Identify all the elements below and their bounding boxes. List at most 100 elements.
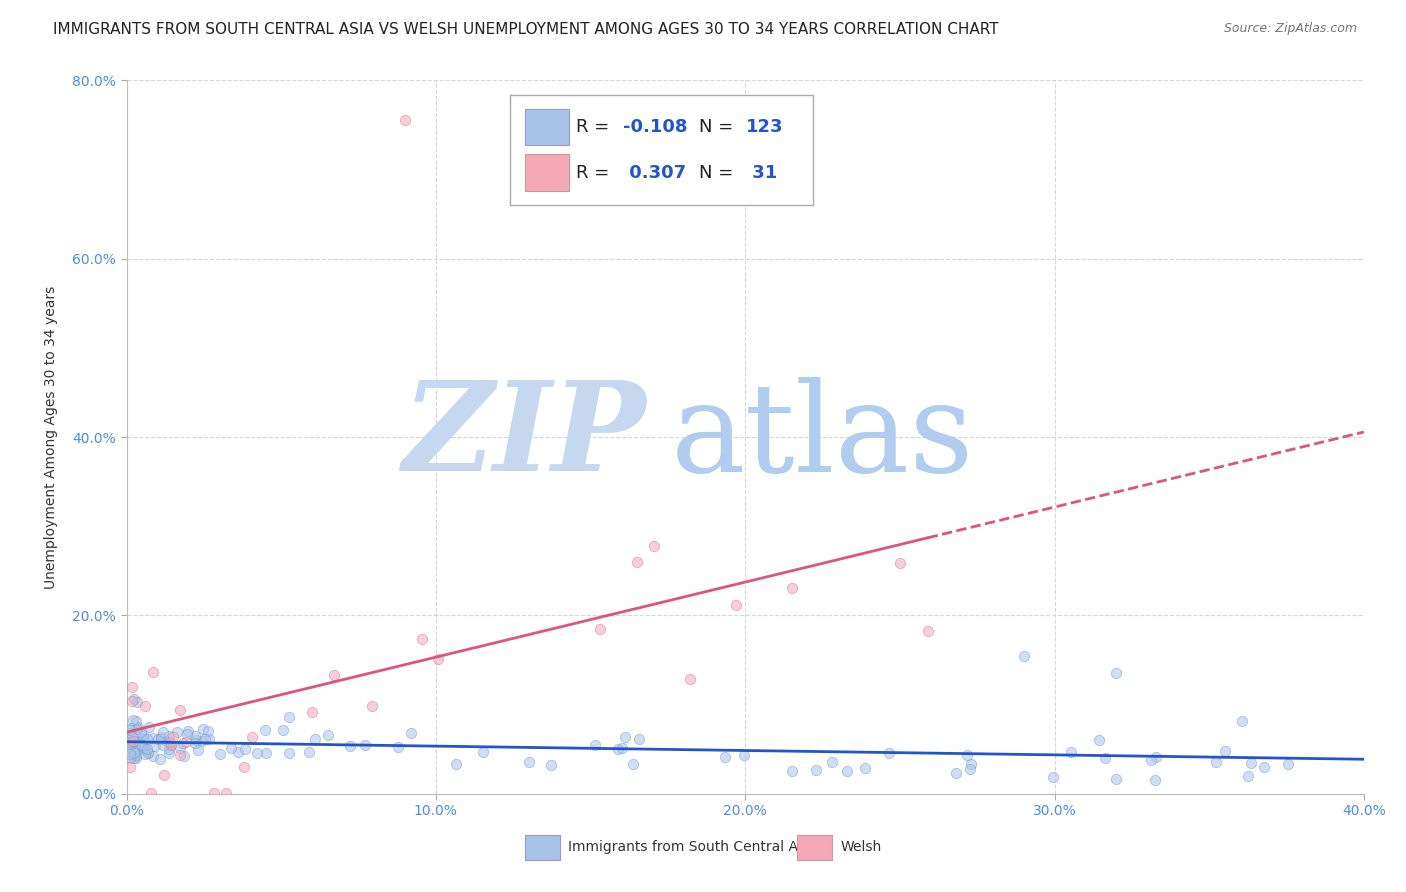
Point bbox=[118, 751, 141, 765]
Point bbox=[124, 692, 146, 706]
Point bbox=[129, 737, 152, 751]
Point bbox=[139, 786, 162, 800]
Point bbox=[162, 730, 184, 744]
Point bbox=[157, 735, 180, 749]
Point bbox=[131, 742, 153, 756]
Point bbox=[152, 738, 174, 752]
Point bbox=[606, 742, 628, 756]
Point bbox=[219, 741, 242, 756]
Point bbox=[125, 751, 148, 765]
Point bbox=[917, 624, 939, 639]
Point bbox=[166, 725, 188, 739]
Point bbox=[1012, 648, 1035, 663]
Point bbox=[804, 763, 827, 777]
Point bbox=[242, 730, 264, 744]
FancyBboxPatch shape bbox=[510, 95, 813, 205]
Point bbox=[132, 728, 155, 742]
Text: Source: ZipAtlas.com: Source: ZipAtlas.com bbox=[1223, 22, 1357, 36]
Point bbox=[131, 740, 153, 755]
Text: IMMIGRANTS FROM SOUTH CENTRAL ASIA VS WELSH UNEMPLOYMENT AMONG AGES 30 TO 34 YEA: IMMIGRANTS FROM SOUTH CENTRAL ASIA VS WE… bbox=[53, 22, 1000, 37]
Point bbox=[339, 739, 361, 753]
Point bbox=[118, 733, 141, 747]
Point bbox=[125, 714, 148, 728]
Point bbox=[122, 751, 145, 765]
Point bbox=[176, 727, 198, 741]
Point bbox=[184, 735, 207, 749]
Point bbox=[142, 749, 165, 764]
Point bbox=[129, 725, 152, 739]
Point bbox=[399, 726, 422, 740]
Point bbox=[1144, 749, 1167, 764]
Point bbox=[614, 730, 637, 744]
Point bbox=[150, 730, 173, 744]
Point bbox=[142, 665, 165, 679]
Text: R =: R = bbox=[575, 164, 614, 182]
FancyBboxPatch shape bbox=[797, 835, 832, 860]
Point bbox=[853, 761, 876, 775]
Point bbox=[780, 581, 803, 595]
Point bbox=[134, 699, 156, 714]
Point bbox=[877, 746, 900, 760]
Point bbox=[125, 695, 148, 709]
Point bbox=[1105, 772, 1128, 786]
FancyBboxPatch shape bbox=[524, 835, 560, 860]
Text: Welsh: Welsh bbox=[841, 840, 882, 855]
Point bbox=[583, 738, 606, 752]
Point bbox=[204, 786, 226, 800]
Point bbox=[215, 786, 238, 800]
Point bbox=[157, 746, 180, 760]
Point bbox=[152, 768, 174, 782]
Point bbox=[782, 764, 804, 778]
Point bbox=[124, 744, 146, 758]
Point bbox=[120, 723, 142, 737]
Point bbox=[232, 760, 254, 774]
Point bbox=[132, 739, 155, 754]
Text: -0.108: -0.108 bbox=[623, 118, 688, 136]
Point bbox=[131, 738, 153, 752]
FancyBboxPatch shape bbox=[524, 154, 569, 191]
Point bbox=[298, 745, 321, 759]
Point bbox=[118, 735, 141, 749]
Point bbox=[1105, 666, 1128, 681]
Point bbox=[1140, 753, 1163, 767]
Point bbox=[588, 622, 610, 636]
Point bbox=[472, 746, 495, 760]
Point bbox=[160, 738, 183, 752]
Point bbox=[120, 747, 142, 762]
Point bbox=[173, 748, 195, 763]
FancyBboxPatch shape bbox=[524, 109, 569, 145]
Point bbox=[157, 742, 180, 756]
Point bbox=[626, 555, 648, 569]
Point bbox=[122, 747, 145, 761]
Point bbox=[517, 755, 540, 769]
Point bbox=[956, 747, 979, 762]
Point bbox=[190, 734, 212, 748]
Text: 31: 31 bbox=[747, 164, 778, 182]
Point bbox=[271, 723, 294, 738]
Point bbox=[127, 720, 149, 734]
Point bbox=[121, 713, 143, 727]
Point bbox=[714, 750, 737, 764]
Point bbox=[143, 739, 166, 753]
Point bbox=[136, 746, 159, 760]
Point bbox=[733, 747, 755, 762]
Point bbox=[149, 731, 172, 746]
Point bbox=[118, 725, 141, 739]
Point bbox=[136, 746, 159, 760]
Point bbox=[960, 757, 983, 772]
Point bbox=[169, 741, 191, 756]
Point bbox=[208, 747, 231, 761]
Point bbox=[120, 721, 142, 735]
Point bbox=[233, 742, 256, 756]
Point bbox=[301, 705, 323, 719]
Point bbox=[246, 746, 269, 760]
Point bbox=[1236, 769, 1258, 783]
Point bbox=[152, 724, 174, 739]
Point bbox=[121, 731, 143, 745]
Y-axis label: Unemployment Among Ages 30 to 34 years: Unemployment Among Ages 30 to 34 years bbox=[45, 285, 59, 589]
Point bbox=[198, 731, 221, 746]
Text: R =: R = bbox=[575, 118, 614, 136]
Point bbox=[120, 749, 142, 764]
Point bbox=[125, 722, 148, 736]
Point bbox=[628, 731, 651, 746]
